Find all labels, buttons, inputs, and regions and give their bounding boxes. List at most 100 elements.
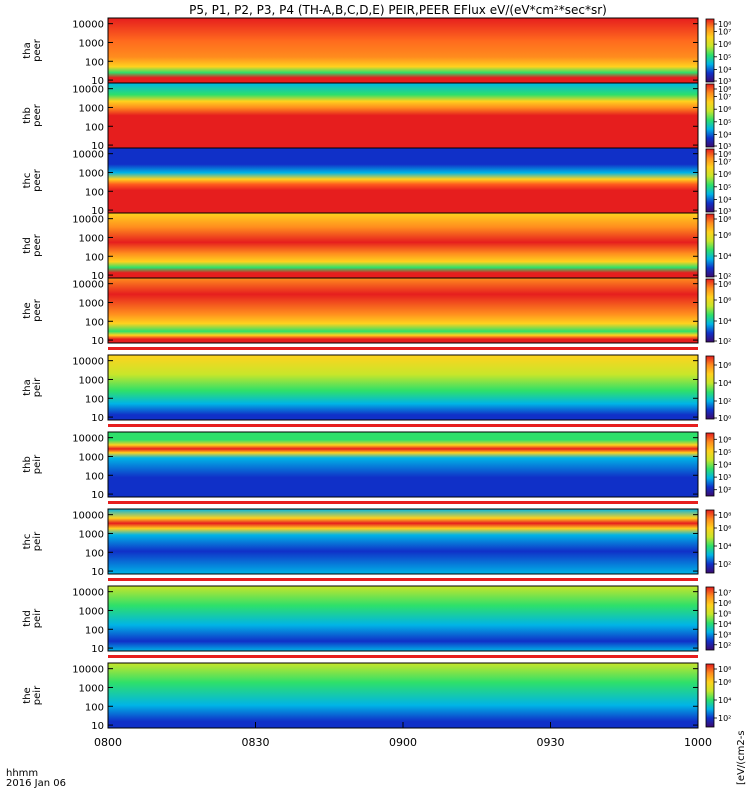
y-tick-label: 1000	[79, 298, 104, 309]
panel-label-thb-peer: thb	[22, 107, 33, 124]
y-tick-label: 1000	[79, 529, 104, 540]
panel-thc-peir: 10000 1000 100 10 thc peir 10⁸ 10⁶ 10⁴ 10²	[22, 508, 731, 578]
y-tick-label: 10000	[72, 215, 104, 226]
spectrogram-thb-peer	[108, 83, 698, 148]
panel-label-thc-peir: thc	[22, 534, 33, 550]
panel-label-the-peir: the	[22, 687, 33, 703]
gap-band-stripe-0	[108, 347, 698, 350]
x-axis-label-date: 2016 Jan 06	[6, 778, 66, 789]
y-tick-label: 10000	[72, 434, 104, 445]
y-tick-label: 10000	[72, 665, 104, 676]
panel-label-the-peir: peir	[32, 685, 43, 705]
y-tick-label: 10000	[72, 588, 104, 599]
colorbar-tick-label: 10⁸	[718, 280, 731, 289]
colorbar-the-peer	[705, 278, 715, 343]
y-tick-label: 10	[91, 76, 104, 87]
colorbar-tick-label: 10⁶	[718, 231, 731, 240]
y-tick-label: 1000	[79, 168, 104, 179]
colorbar-tick-label: 10⁴	[718, 195, 731, 204]
colorbar-tick-label: 10³	[718, 630, 731, 639]
colorbar-tick-label: 10⁵	[718, 609, 731, 618]
panel-label-tha-peer: tha	[22, 42, 33, 58]
colorbar-tick-label: 10⁶	[718, 105, 731, 114]
colorbar-tick-label: 10⁶	[718, 678, 731, 687]
colorbar-tick-label: 10³	[718, 473, 731, 482]
colorbar-tick-label: 10⁸	[718, 150, 731, 159]
y-tick-label: 10000	[72, 511, 104, 522]
colorbar-tick-label: 10³	[718, 207, 731, 216]
y-tick-label: 10000	[72, 357, 104, 368]
panel-tha-peir: 10000 1000 100 10 tha peir 10⁶ 10⁴ 10² 10⁰	[22, 354, 731, 424]
colorbar-tick-label: 10⁴	[718, 65, 731, 74]
colorbar-tick-label: 10⁶	[718, 361, 731, 370]
gap-band-stripe-3	[108, 578, 698, 581]
spectrogram-the-peer	[108, 278, 698, 343]
y-tick-label: 100	[85, 702, 104, 713]
colorbar-tick-label: 10⁸	[718, 215, 731, 224]
colorbar-tick-label: 10⁵	[718, 118, 731, 127]
colorbar-thb-peir	[705, 432, 715, 497]
colorbar-tick-label: 10⁵	[718, 448, 731, 457]
colorbar-tick-label: 10²	[718, 641, 731, 650]
panel-the-peir: 10000 1000 100 10 the peir 10⁸ 10⁶ 10⁴ 10²	[22, 662, 731, 732]
colorbar-thc-peir	[705, 509, 715, 574]
x-axis-label-hhmm: hhmm	[6, 768, 38, 779]
gap-band-stripe-1	[108, 424, 698, 427]
colorbar-tick-label: 10²	[718, 560, 731, 569]
panel-frame	[107, 354, 699, 421]
spectrogram-thc-peir	[108, 509, 698, 574]
y-tick-label: 1000	[79, 683, 104, 694]
y-tick-label: 100	[85, 252, 104, 263]
figure-title: P5, P1, P2, P3, P4 (TH-A,B,C,D,E) PEIR,P…	[189, 3, 607, 17]
y-tick-label: 10000	[72, 85, 104, 96]
y-tick-label: 100	[85, 471, 104, 482]
x-tick-label: 1000	[684, 736, 712, 749]
y-tick-label: 10000	[72, 20, 104, 31]
x-tick-label: 0800	[94, 736, 122, 749]
panel-label-thd-peir: thd	[22, 610, 33, 627]
x-tick-label: 0830	[242, 736, 270, 749]
y-tick-label: 10	[91, 721, 104, 732]
colorbar-tick-label: 10⁴	[718, 542, 731, 551]
colorbar-tick-label: 10⁴	[718, 130, 731, 139]
panel-label-thc-peer: peer	[32, 168, 43, 192]
y-tick-label: 100	[85, 57, 104, 68]
y-tick-label: 10	[91, 413, 104, 424]
y-tick-label: 10000	[72, 280, 104, 291]
y-tick-label: 1000	[79, 103, 104, 114]
colorbar-thd-peir	[705, 586, 715, 651]
colorbar-tick-label: 10⁴	[718, 696, 731, 705]
y-tick-label: 100	[85, 187, 104, 198]
panel-label-tha-peir: tha	[22, 379, 33, 395]
y-tick-label: 1000	[79, 452, 104, 463]
y-tick-label: 10	[91, 567, 104, 578]
colorbar-tick-label: 10²	[718, 337, 731, 346]
y-tick-label: 10	[91, 490, 104, 501]
colorbar-tick-label: 10⁶	[718, 435, 731, 444]
panel-the-peer: 10000 1000 100 10 the peer 10⁸ 10⁶ 10⁴ 10²	[22, 277, 731, 347]
gap-band-stripe-4	[108, 655, 698, 658]
colorbar-tha-peer	[705, 18, 715, 83]
y-tick-label: 1000	[79, 233, 104, 244]
colorbar-tick-label: 10²	[718, 714, 731, 723]
colorbar-tick-label: 10⁸	[718, 665, 731, 674]
y-tick-label: 10	[91, 336, 104, 347]
colorbar-tick-label: 10²	[718, 486, 731, 495]
spectrogram-thd-peer	[108, 213, 698, 278]
panel-label-tha-peir: peir	[32, 377, 43, 397]
colorbar-tick-label: 10⁵	[718, 183, 731, 192]
colorbar-tha-peir	[705, 355, 715, 420]
colorbar-tick-label: 10⁷	[718, 93, 731, 102]
panel-label-thb-peir: thb	[22, 456, 33, 473]
colorbar-tick-label: 10⁶	[718, 40, 731, 49]
x-axis: 0800 0830 0900 0930 1000	[94, 722, 712, 749]
colorbar-tick-label: 10⁷	[718, 28, 731, 37]
colorbar-tick-label: 10³	[718, 77, 731, 86]
panel-label-thd-peir: peir	[32, 608, 43, 628]
spectrogram-thc-peer	[108, 148, 698, 213]
y-tick-label: 100	[85, 625, 104, 636]
colorbar-tick-label: 10⁰	[718, 414, 731, 423]
colorbar-thb-peer	[705, 83, 715, 148]
panel-frame	[107, 585, 699, 652]
